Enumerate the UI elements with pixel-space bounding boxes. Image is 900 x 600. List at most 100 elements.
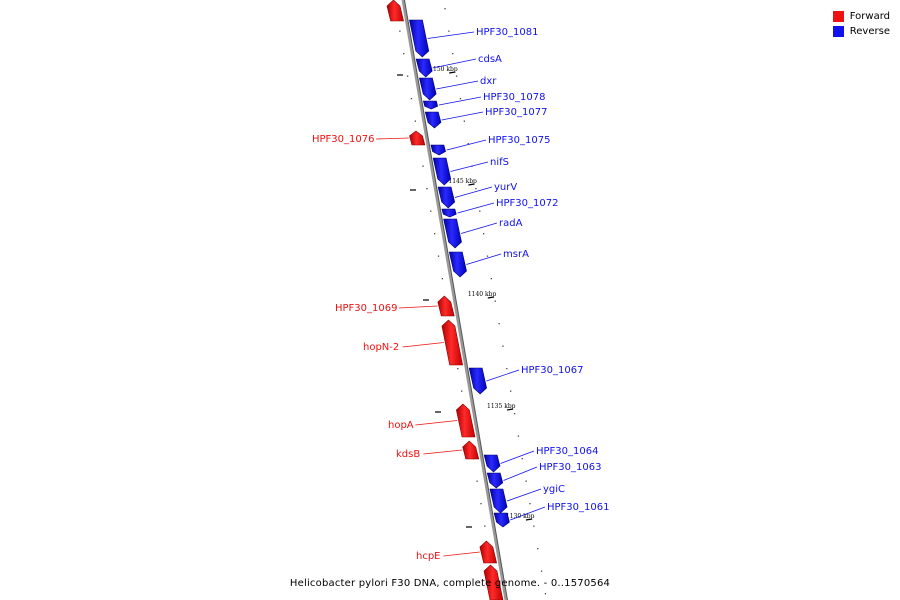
gene-leader-line <box>450 161 489 172</box>
major-tick-mark <box>487 296 494 299</box>
reverse-swatch <box>832 26 844 37</box>
gene-leader-line <box>457 202 495 214</box>
gene-arrow-HPF30_1072[interactable] <box>441 208 457 218</box>
minor-tick-dot <box>480 503 482 505</box>
minor-tick-dot <box>510 390 512 392</box>
gene-leader-line <box>402 342 444 348</box>
gene-label[interactable]: HPF30_1072 <box>496 198 558 209</box>
gene-label[interactable]: nifS <box>490 157 509 168</box>
gene-arrow-HPF30_1064[interactable] <box>483 454 501 473</box>
minor-tick-dot <box>482 233 485 235</box>
legend-label-reverse: Reverse <box>849 26 890 37</box>
minor-tick-dot <box>540 570 543 572</box>
gene-arrow-yurV[interactable] <box>437 186 456 209</box>
gene-arrow-unlabeled-0[interactable] <box>386 0 404 22</box>
minor-tick-dot <box>525 480 527 482</box>
minor-tick-dot <box>537 548 539 550</box>
gene-track: HPF30_1081 cdsA dxr HPF30_1078 HPF30_1077 HPF… <box>312 0 609 600</box>
major-tick-mark <box>525 518 533 521</box>
gene-arrow-HPF30_1069[interactable] <box>437 295 455 317</box>
gene-arrow-kdsB[interactable] <box>462 440 480 460</box>
gene-label[interactable]: hopA <box>388 420 414 431</box>
gene-leader-line <box>443 551 480 557</box>
minor-tick-dot <box>430 210 432 212</box>
gene-arrow-HPF30_1077[interactable] <box>424 111 442 129</box>
gene-arrow-msrA[interactable] <box>448 251 467 278</box>
gene-leader-line <box>460 222 498 234</box>
gene-leader-line <box>432 58 477 69</box>
gene-label[interactable]: HPF30_1069 <box>335 303 397 314</box>
gene-arrow-cdsA[interactable] <box>415 58 433 78</box>
gene-arrow-hcpE[interactable] <box>479 540 498 564</box>
genome-caption: Helicobacter pylori F30 DNA, complete ge… <box>289 578 611 589</box>
minor-tick-dot <box>521 458 523 460</box>
gene-arrow-HPF30_1061[interactable] <box>493 512 510 528</box>
minor-tick-dot <box>513 413 516 415</box>
minor-tick-dot <box>533 525 535 527</box>
gene-leader-line <box>503 466 538 481</box>
gene-label[interactable]: HPF30_1064 <box>536 446 598 457</box>
gene-label[interactable]: HPF30_1076 <box>312 134 374 145</box>
gene-leader-line <box>415 420 458 426</box>
gene-label[interactable]: HPF30_1077 <box>485 107 547 118</box>
gene-leader-line <box>454 186 493 198</box>
tick-label: 1145 kbp <box>448 178 477 185</box>
gene-label[interactable]: hopN-2 <box>363 342 399 353</box>
minor-tick-dot <box>448 30 450 32</box>
gene-arrow-dxr[interactable] <box>419 77 437 101</box>
gene-label[interactable]: HPF30_1067 <box>521 365 583 376</box>
minor-tick-dot <box>506 368 508 370</box>
gene-arrow-hopN-2[interactable] <box>441 319 464 366</box>
gene-arrow-unlabeled-23[interactable] <box>483 564 504 600</box>
gene-leader-line <box>466 253 502 265</box>
legend: Forward Reverse <box>832 9 890 39</box>
gene-arrow-hopA[interactable] <box>456 403 476 438</box>
major-tick-mark <box>506 408 514 411</box>
gene-label[interactable]: hcpE <box>416 551 441 562</box>
minor-tick-dot <box>452 53 454 55</box>
gene-label[interactable]: radA <box>499 218 523 229</box>
gene-leader-line <box>375 137 409 140</box>
gene-label[interactable]: HPF30_1061 <box>547 502 609 513</box>
gene-label[interactable]: yurV <box>494 182 517 193</box>
minor-tick-dot <box>461 390 463 392</box>
minor-tick-dot <box>486 255 489 257</box>
gene-label[interactable]: HPF30_1063 <box>539 462 601 473</box>
gene-label[interactable]: HPF30_1075 <box>488 135 550 146</box>
gene-leader-line <box>423 449 463 455</box>
gene-arrow-nifS[interactable] <box>432 157 452 186</box>
minor-tick-dot <box>479 210 481 212</box>
gene-label[interactable]: msrA <box>503 249 529 260</box>
gene-leader-line <box>441 111 484 121</box>
gene-label[interactable]: HPF30_1081 <box>476 27 538 38</box>
gene-leader-line <box>438 96 482 106</box>
minor-tick-dot <box>410 98 413 100</box>
minor-tick-dot <box>544 593 547 595</box>
minor-tick-dot <box>403 53 405 55</box>
major-tick-mark <box>449 71 456 74</box>
gene-arrow-HPF30_1075[interactable] <box>430 144 446 156</box>
gene-arrow-HPF30_1063[interactable] <box>486 472 504 489</box>
gene-label[interactable]: ygiC <box>543 484 565 495</box>
forward-swatch <box>832 11 844 22</box>
gene-leader-line <box>398 305 438 309</box>
minor-tick-dot <box>414 120 416 122</box>
gene-arrow-radA[interactable] <box>443 218 462 249</box>
gene-leader-line <box>427 31 475 39</box>
gene-arrow-HPF30_1081[interactable] <box>409 19 430 58</box>
gene-label[interactable]: cdsA <box>478 54 502 65</box>
gene-arrow-HPF30_1076[interactable] <box>409 130 426 146</box>
gene-label[interactable]: HPF30_1078 <box>483 92 545 103</box>
legend-label-forward: Forward <box>849 11 890 22</box>
minor-tick-dot <box>459 98 462 100</box>
minor-tick-dot <box>490 278 493 280</box>
gene-label[interactable]: kdsB <box>396 449 420 460</box>
major-tick-mark <box>468 183 475 186</box>
minor-tick-dot <box>444 8 446 10</box>
gene-arrow-HPF30_1078[interactable] <box>422 100 439 110</box>
gene-arrow-ygiC[interactable] <box>489 488 508 514</box>
gene-leader-line <box>436 80 479 90</box>
gene-label[interactable]: dxr <box>480 76 497 87</box>
gene-arrow-HPF30_1067[interactable] <box>468 367 487 395</box>
